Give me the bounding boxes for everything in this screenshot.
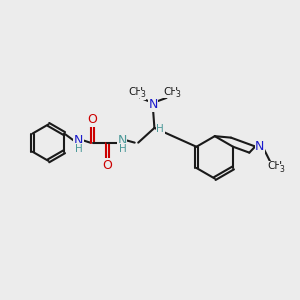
Text: O: O <box>102 159 112 172</box>
Text: N: N <box>148 98 158 111</box>
Text: N: N <box>255 140 265 153</box>
Text: H: H <box>156 124 164 134</box>
Text: 3: 3 <box>280 165 285 174</box>
Text: N: N <box>74 134 83 147</box>
Text: N: N <box>117 134 127 147</box>
Text: O: O <box>88 113 98 127</box>
Text: H: H <box>119 143 127 154</box>
Text: CH: CH <box>267 161 283 171</box>
Text: CH: CH <box>129 87 144 97</box>
Text: 3: 3 <box>175 90 180 99</box>
Text: 3: 3 <box>141 90 146 99</box>
Text: CH: CH <box>163 87 178 97</box>
Text: H: H <box>75 143 82 154</box>
